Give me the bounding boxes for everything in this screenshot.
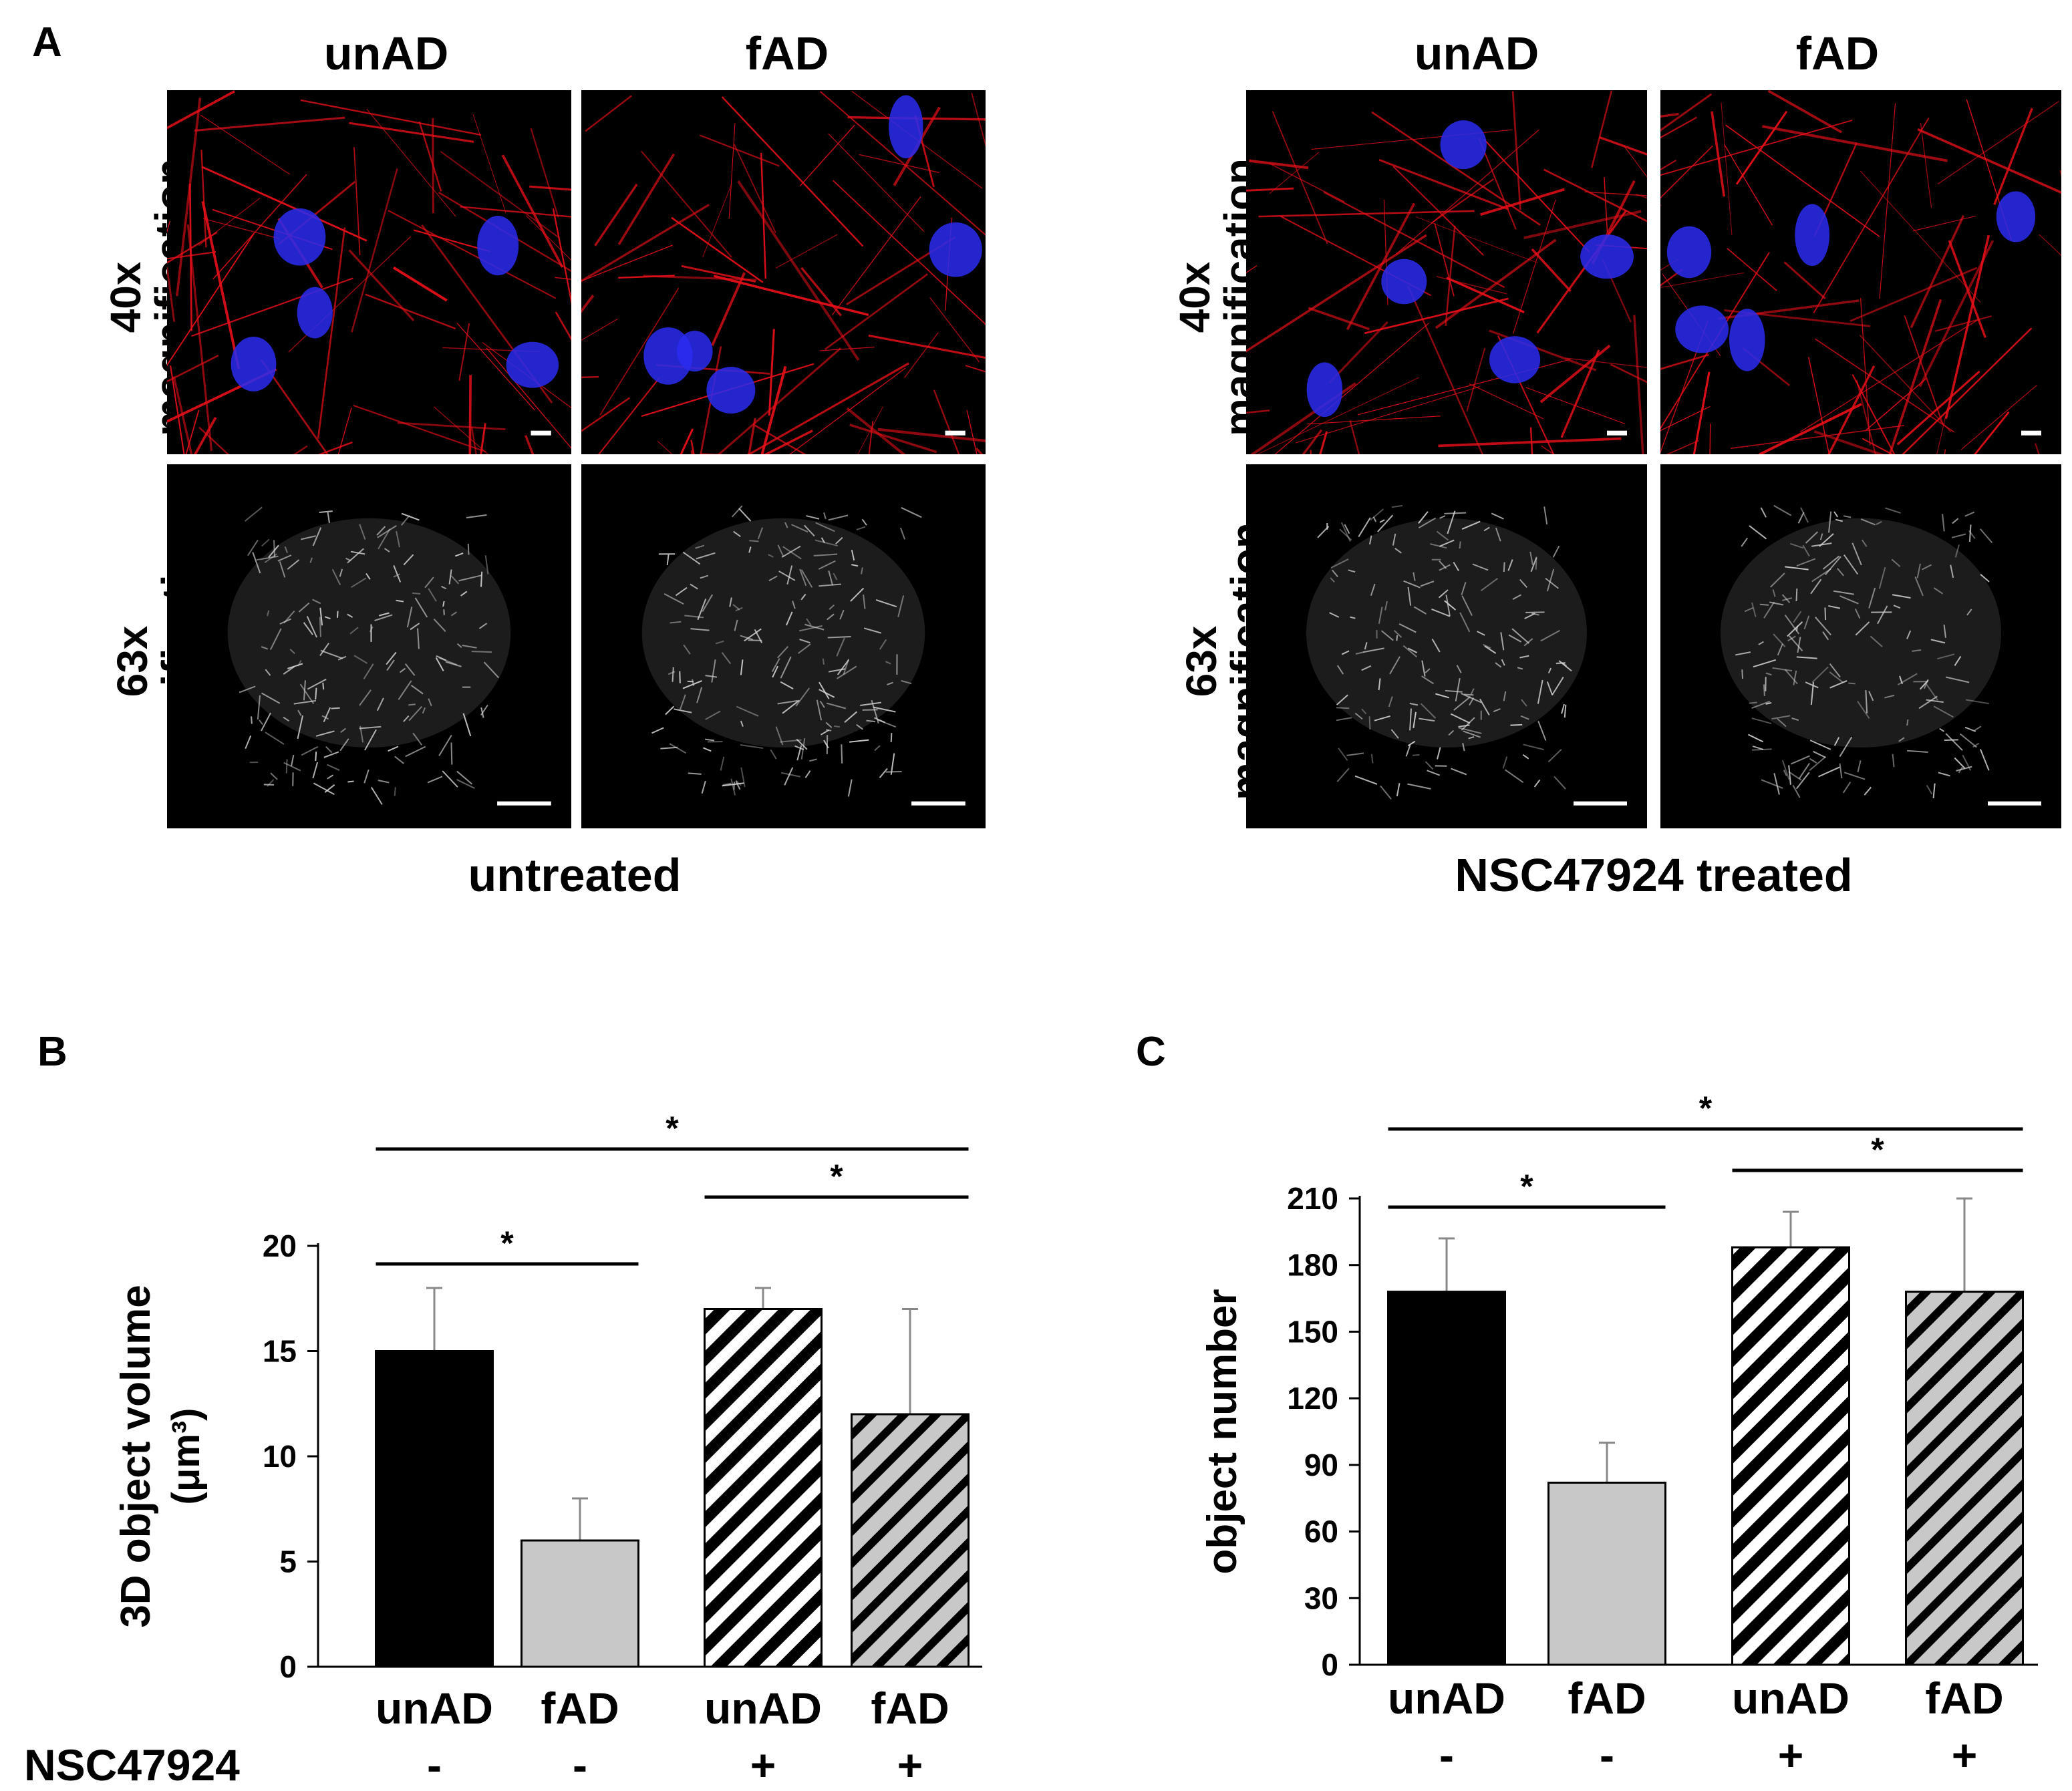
bar [1549,1482,1666,1665]
y-tick-label: 0 [1321,1647,1338,1682]
treatment-label: NSC47924 [24,1740,240,1790]
treatment-sign: - [427,1740,442,1790]
category-label: fAD [871,1683,949,1733]
bar [1388,1292,1505,1665]
y-axis-unit: (μm³) [164,1408,208,1505]
bar [376,1351,493,1667]
panel-letter: C [1136,1029,1166,1075]
significance-star: * [830,1158,843,1195]
y-tick-label: 5 [279,1544,297,1579]
treatment-sign: - [1600,1730,1614,1780]
treatment-sign: + [1778,1730,1804,1780]
treatment-sign: - [1439,1730,1454,1780]
treatment-sign: + [1952,1730,1978,1780]
bar [522,1540,639,1667]
y-tick-label: 10 [263,1439,297,1474]
y-tick-label: 210 [1287,1181,1338,1216]
y-tick-label: 150 [1287,1314,1338,1349]
y-axis-label: object number [1199,1289,1245,1574]
y-tick-label: 120 [1287,1381,1338,1416]
y-tick-label: 90 [1304,1448,1338,1482]
y-tick-label: 15 [263,1334,297,1369]
category-label: unAD [704,1683,822,1733]
bar [1733,1247,1849,1665]
bar [1906,1292,2023,1665]
chart-c: C 0 30 60 90 120 150 180 210 object number unAD - fA… [1136,1029,2038,1780]
treatment-sign: + [897,1740,923,1790]
treatment-sign: - [573,1740,587,1790]
significance-star: * [1871,1131,1884,1168]
y-tick-label: 30 [1304,1581,1338,1615]
category-label: fAD [1925,1673,2003,1723]
panel-letter: B [37,1029,67,1075]
significance-star: * [1520,1168,1533,1205]
y-tick-label: 20 [263,1229,297,1263]
category-label: fAD [1568,1673,1646,1723]
y-tick-label: 180 [1287,1248,1338,1283]
category-label: unAD [1388,1673,1505,1723]
chart-b: B 0 5 10 15 20 3D object volume (μm³) unAD - fAD - u… [24,1029,982,1790]
significance-star: * [665,1110,679,1147]
category-label: unAD [1732,1673,1849,1723]
bar [852,1414,969,1667]
y-axis-label: 3D object volume [113,1285,159,1627]
significance-star: * [500,1225,514,1262]
treatment-sign: + [750,1740,776,1790]
y-tick-label: 0 [279,1649,297,1684]
significance-star: * [1699,1090,1713,1127]
y-tick-label: 60 [1304,1514,1338,1549]
bar [705,1309,822,1667]
category-label: fAD [541,1683,619,1733]
category-label: unAD [376,1683,493,1733]
